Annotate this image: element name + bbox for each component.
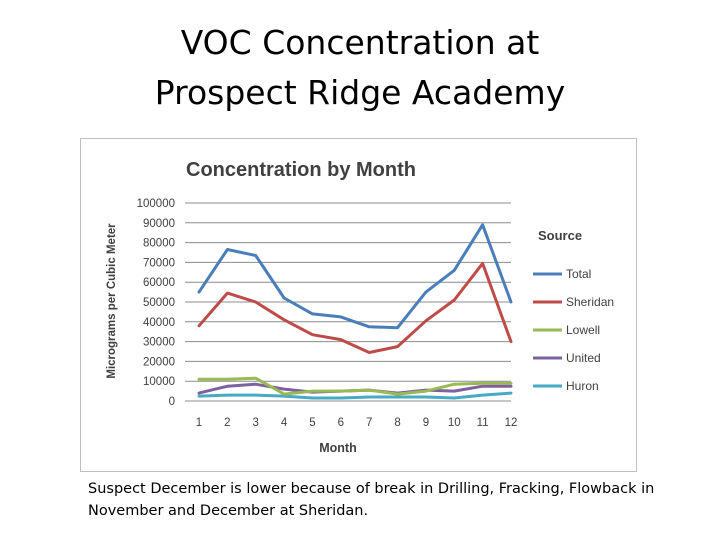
legend-label-sheridan: Sheridan: [566, 295, 614, 309]
slide-title-line-1: VOC Concentration at: [180, 23, 540, 62]
line-chart: Concentration by Month Micrograms per Cu…: [106, 159, 614, 455]
y-tick-label: 60000: [143, 277, 175, 289]
y-axis-label: Micrograms per Cubic Meter: [106, 223, 118, 379]
x-axis-label: Month: [319, 441, 356, 455]
gridlines: [185, 202, 511, 382]
series-line-lowell: [197, 376, 513, 396]
x-tick-label: 10: [448, 417, 461, 429]
x-tick-label: 4: [281, 417, 288, 429]
chart-container: Concentration by Month Micrograms per Cu…: [80, 138, 637, 472]
legend-label-total: Total: [566, 267, 591, 281]
caption: Suspect December is lower because of bre…: [88, 481, 655, 519]
series-line-huron: [197, 391, 513, 400]
y-tick-label: 90000: [143, 218, 175, 230]
x-tick-label: 11: [477, 417, 489, 429]
legend-title: Source: [538, 228, 582, 243]
x-tick-label: 7: [366, 417, 372, 429]
x-tick-label: 3: [253, 417, 259, 429]
y-tick-label: 40000: [143, 317, 175, 329]
legend-label-lowell: Lowell: [566, 323, 600, 337]
y-tick-label: 20000: [143, 356, 175, 368]
axes: 0 10000 20000 30000 40000 50000 60000 70000 8000…: [137, 198, 518, 429]
legend: Total Sheridan Lowell United Huron: [533, 267, 614, 393]
y-tick-label: 30000: [143, 337, 175, 349]
y-tick-label: 10000: [143, 376, 175, 388]
slide-title-line-2: Prospect Ridge Academy: [154, 73, 566, 112]
slide-title: VOC Concentration at Prospect Ridge Acad…: [0, 18, 720, 118]
series-lines: [197, 223, 513, 400]
y-tick-label: 80000: [143, 238, 175, 250]
chart-title: Concentration by Month: [186, 159, 416, 181]
series-line-sheridan: [197, 261, 513, 354]
legend-label-huron: Huron: [566, 379, 599, 393]
x-tick-label: 1: [196, 417, 202, 429]
x-tick-label: 12: [505, 417, 518, 429]
y-tick-label: 100000: [137, 198, 175, 210]
legend-label-united: United: [566, 351, 601, 365]
x-tick-label: 6: [338, 417, 344, 429]
series-line-total: [197, 223, 513, 330]
y-tick-label: 0: [169, 396, 175, 408]
y-tick-label: 70000: [143, 257, 175, 269]
x-tick-label: 9: [423, 417, 429, 429]
x-tick-label: 5: [309, 417, 315, 429]
x-tick-label: 8: [394, 417, 400, 429]
x-tick-label: 2: [224, 417, 230, 429]
y-tick-label: 50000: [143, 297, 175, 309]
